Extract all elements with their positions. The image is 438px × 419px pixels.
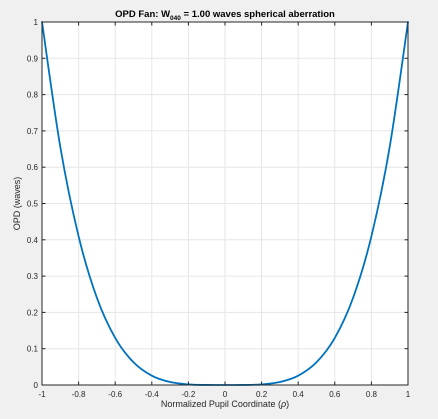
x-tick-label: -0.6 <box>108 390 122 399</box>
axis-ticks <box>41 21 409 386</box>
y-tick-label: 0.2 <box>27 308 39 317</box>
x-axis-label: Normalized Pupil Coordinate (ρ) <box>161 399 289 409</box>
y-tick-label: 0.1 <box>27 345 39 354</box>
x-tick-label: -0.8 <box>72 390 86 399</box>
x-tick-label: 1 <box>406 390 411 399</box>
chart-title-suffix: = 1.00 waves spherical aberration <box>181 9 335 20</box>
x-axis-label-suffix: ) <box>286 399 289 409</box>
y-tick-label: 0 <box>34 381 39 390</box>
x-tick-label: 0.8 <box>366 390 378 399</box>
x-axis-label-prefix: Normalized Pupil Coordinate ( <box>161 399 281 409</box>
y-tick-labels: 0 0.1 0.2 0.3 0.4 0.5 0.6 0.7 0.8 0.9 1 <box>27 18 39 390</box>
y-tick-label: 0.6 <box>27 163 39 172</box>
y-tick-label: 0.4 <box>27 236 39 245</box>
y-tick-label: 0.9 <box>27 54 39 63</box>
y-tick-label: 0.8 <box>27 91 39 100</box>
x-tick-label: -0.2 <box>182 390 196 399</box>
chart-title: OPD Fan: W040 = 1.00 waves spherical abe… <box>115 9 335 22</box>
x-tick-labels: -1 -0.8 -0.6 -0.4 -0.2 0 0.2 0.4 0.6 0.8 1 <box>38 390 410 399</box>
x-tick-label: 0.2 <box>256 390 268 399</box>
y-tick-label: 0.5 <box>27 200 39 209</box>
y-tick-label: 0.7 <box>27 127 39 136</box>
y-axis-label: OPD (waves) <box>12 177 22 231</box>
x-tick-label: 0 <box>223 390 228 399</box>
y-tick-label: 0.3 <box>27 272 39 281</box>
x-tick-label: 0.4 <box>293 390 305 399</box>
chart-title-prefix: OPD Fan: W <box>115 9 170 20</box>
x-tick-label: -1 <box>38 390 46 399</box>
x-tick-label: -0.4 <box>145 390 159 399</box>
chart-title-subscript: 040 <box>170 15 181 22</box>
x-tick-label: 0.6 <box>329 390 341 399</box>
y-tick-label: 1 <box>34 18 39 27</box>
x-axis-label-symbol: ρ <box>280 399 286 409</box>
